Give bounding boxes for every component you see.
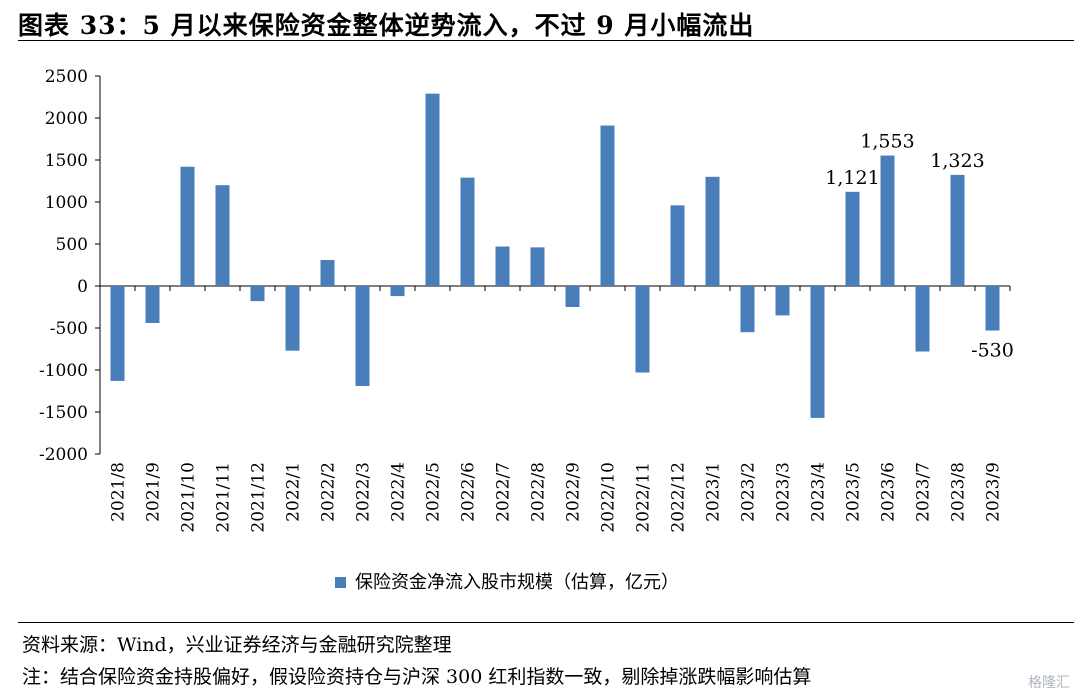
bar-2021-9	[145, 286, 160, 323]
data-label: 1,121	[825, 167, 879, 189]
bar-2022-7	[495, 246, 510, 286]
footer-divider	[18, 622, 1074, 623]
y-tick-label: 2500	[45, 67, 88, 87]
x-tick-label: 2023/2	[739, 462, 759, 522]
x-tick-label: 2021/10	[179, 462, 199, 533]
data-label: 1,323	[930, 150, 984, 172]
bar-2022-2	[320, 259, 335, 286]
bar-2021-8	[110, 286, 125, 381]
legend-label: 保险资金净流入股市规模（估算，亿元）	[355, 572, 679, 593]
x-tick-label: 2022/10	[599, 462, 619, 533]
watermark: 格隆汇	[1028, 675, 1070, 691]
bar-2023-2	[740, 286, 755, 333]
data-label: -530	[971, 340, 1014, 362]
bar-2022-12	[670, 205, 685, 286]
x-tick-label: 2023/6	[879, 462, 899, 522]
bar-2022-1	[285, 286, 300, 351]
bar-2023-3	[775, 286, 790, 316]
bar-2022-9	[565, 286, 580, 307]
x-tick-label: 2023/9	[984, 462, 1004, 522]
bar-2022-4	[390, 286, 405, 297]
x-tick-label: 2022/3	[354, 462, 374, 522]
x-tick-label: 2022/6	[459, 462, 479, 522]
x-tick-label: 2022/9	[564, 462, 584, 522]
x-tick-label: 2023/3	[774, 462, 794, 522]
bar-2022-11	[635, 286, 650, 373]
x-tick-label: 2023/7	[914, 462, 934, 522]
x-tick-label: 2023/8	[949, 462, 969, 522]
x-tick-label: 2021/9	[144, 462, 164, 522]
figure-title: 图表 33：5 月以来保险资金整体逆势流入，不过 9 月小幅流出	[18, 11, 755, 40]
bar-2023-7	[915, 286, 930, 352]
y-tick-label: -1500	[39, 403, 88, 423]
data-label: 1,553	[860, 131, 914, 153]
x-tick-label: 2021/11	[214, 462, 234, 533]
y-tick-label: -1000	[39, 361, 88, 381]
y-tick-label: 1500	[45, 151, 88, 171]
bar-2023-1	[705, 176, 720, 286]
bar-2022-6	[460, 177, 475, 286]
bar-2023-5	[845, 191, 860, 286]
x-tick-label: 2022/5	[424, 462, 444, 522]
bar-2022-5	[425, 93, 440, 286]
bar-2022-8	[530, 247, 545, 286]
x-tick-label: 2022/1	[284, 462, 304, 522]
bar-2022-3	[355, 286, 370, 386]
x-tick-label: 2022/7	[494, 462, 514, 522]
y-tick-label: -500	[50, 319, 88, 339]
bar-2021-11	[215, 185, 230, 286]
bar-chart: -2000 -1500 -1000 -500 0 500 1000 1500 2000 2500 2…	[39, 67, 1014, 593]
y-tick-label: -2000	[39, 445, 88, 465]
x-tick-label: 2021/8	[109, 462, 129, 522]
y-tick-label: 0	[77, 277, 88, 297]
x-tick-label: 2022/8	[529, 462, 549, 522]
y-tick-label: 1000	[45, 193, 88, 213]
legend-swatch	[335, 577, 346, 588]
x-tick-label: 2023/1	[704, 462, 724, 522]
x-tick-label: 2022/4	[389, 462, 409, 522]
bar-2021-10	[180, 166, 195, 286]
bar-2022-10	[600, 125, 615, 286]
x-tick-label: 2022/12	[669, 462, 689, 533]
y-tick-label: 500	[56, 235, 88, 255]
x-tick-label: 2023/4	[809, 462, 829, 522]
bar-2023-8	[950, 174, 965, 286]
bar-2023-6	[880, 155, 895, 286]
x-tick-label: 2022/11	[634, 462, 654, 533]
x-tick-label: 2022/2	[319, 462, 339, 522]
bar-2023-4	[810, 286, 825, 418]
y-tick-label: 2000	[45, 109, 88, 129]
x-tick-label: 2023/5	[844, 462, 864, 522]
method-note: 注：结合保险资金持股偏好，假设险资持仓与沪深 300 红利指数一致，剔除掉涨跌幅…	[22, 666, 812, 688]
bar-2021-12	[250, 286, 265, 302]
bar-2023-9	[985, 286, 1000, 331]
x-tick-label: 2021/12	[249, 462, 269, 533]
source-note: 资料来源：Wind，兴业证券经济与金融研究院整理	[22, 634, 452, 656]
title-divider	[18, 40, 1074, 41]
